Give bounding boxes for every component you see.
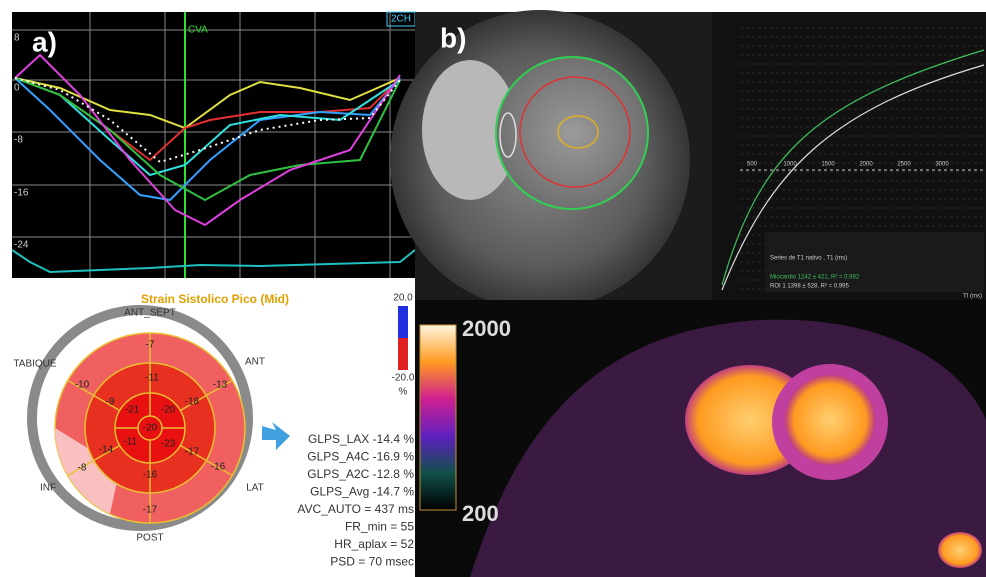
- scale-min: -20.0: [392, 373, 415, 384]
- segment-value: -9: [106, 397, 115, 408]
- y-tick-label: 0: [14, 83, 20, 94]
- t1-legend-entry: Miocardio 1242 ± 421, R² = 0.992: [770, 275, 860, 281]
- colorbar-max: 2000: [462, 316, 511, 341]
- x-tick-label: 2000: [859, 162, 873, 168]
- t1-lv: [785, 375, 875, 465]
- stat-line: GLPS_Avg -14.7 %: [310, 485, 414, 499]
- scale-max: 20.0: [393, 293, 413, 304]
- t1-legend-entry: ROI 1 1398 ± 528, R² = 0.995: [770, 284, 850, 290]
- t1-legend-title: Series de T1 nativo , T1 (ms): [770, 256, 847, 262]
- panel-label: a): [32, 26, 57, 57]
- segment-value: -14: [99, 445, 114, 456]
- wall-label: ANT_SEPT: [124, 308, 176, 319]
- wall-label: LAT: [246, 483, 264, 494]
- x-tick-label: 1500: [821, 162, 835, 168]
- stat-line: GLPS_A4C -16.9 %: [307, 450, 414, 464]
- wall-label: INF: [40, 483, 56, 494]
- x-tick-label: 500: [747, 162, 758, 168]
- y-tick-label: -8: [14, 135, 23, 146]
- view-label: 2CH: [391, 14, 411, 25]
- y-tick-label: -24: [14, 240, 29, 251]
- page: 8 0 -8 -16 -24 CVA 2CH a) Strain Sistolico Pico …: [0, 0, 986, 577]
- stat-line: PSD = 70 msec: [330, 555, 414, 569]
- scale-unit: %: [399, 387, 408, 398]
- wall-label: POST: [136, 533, 163, 544]
- segment-value: -17: [143, 505, 158, 516]
- stat-line: GLPS_LAX -14.4 %: [308, 432, 414, 446]
- segment-value: -10: [75, 380, 90, 391]
- cva-label: CVA: [188, 25, 208, 36]
- segment-value: -18: [185, 397, 200, 408]
- segment-value: -11: [145, 373, 159, 384]
- stat-line: FR_min = 55: [345, 520, 414, 534]
- panel-a-bg: [12, 12, 415, 278]
- t1-vessel: [938, 532, 982, 568]
- segment-value: -11: [123, 437, 137, 448]
- wall-label: ANT: [245, 357, 265, 368]
- segment-value: -8: [78, 463, 87, 474]
- y-tick-label: -16: [14, 188, 29, 199]
- segment-value: -20: [143, 423, 158, 434]
- segment-value: -16: [211, 462, 226, 473]
- segment-value: -17: [185, 447, 200, 458]
- bullseye-title: Strain Sistolico Pico (Mid): [141, 292, 289, 306]
- stat-line: HR_aplax = 52: [334, 537, 414, 551]
- segment-value: -23: [161, 439, 176, 450]
- x-tick-label: 3000: [935, 162, 949, 168]
- panel-label: b): [440, 22, 466, 53]
- strain-scale-blue: [398, 306, 408, 338]
- x-tick-label: 2500: [897, 162, 911, 168]
- wall-label: TABIQUE: [13, 359, 56, 370]
- y-tick-label: 8: [14, 33, 20, 44]
- colorbar: [420, 325, 456, 510]
- segment-value: -21: [125, 405, 140, 416]
- segment-value: -7: [146, 340, 155, 351]
- stat-line: GLPS_A2C -12.8 %: [307, 467, 414, 481]
- segment-value: -16: [143, 470, 158, 481]
- x-axis-title: TI (ms): [963, 294, 982, 300]
- stat-line: AVC_AUTO = 437 ms: [297, 502, 414, 516]
- figure: 8 0 -8 -16 -24 CVA 2CH a) Strain Sistolico Pico …: [0, 0, 986, 577]
- segment-value: -20: [161, 405, 176, 416]
- strain-scale-red: [398, 338, 408, 370]
- colorbar-min: 200: [462, 501, 499, 526]
- segment-value: -13: [213, 380, 228, 391]
